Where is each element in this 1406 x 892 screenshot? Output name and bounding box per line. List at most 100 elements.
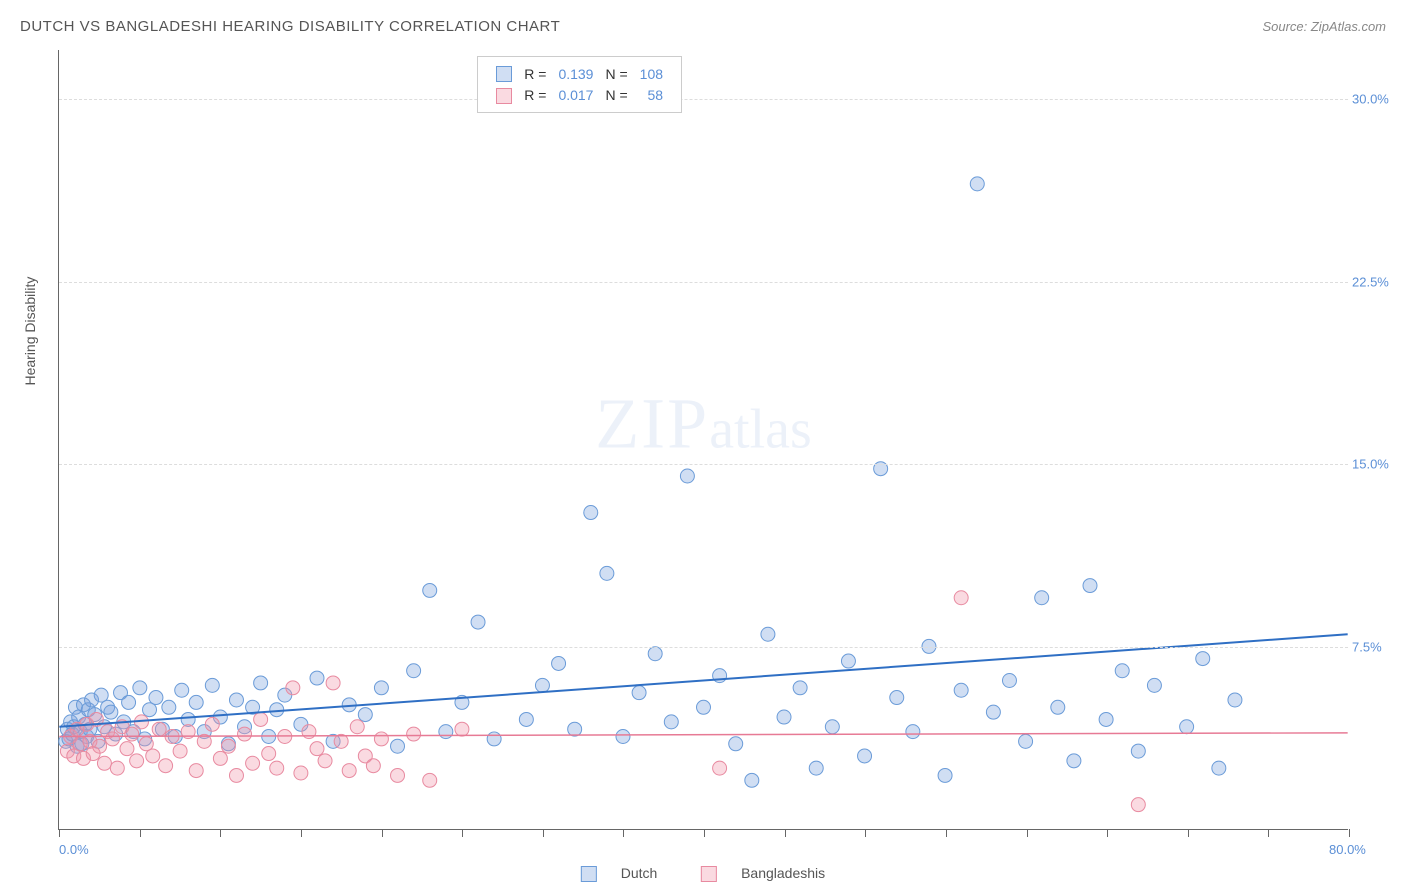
legend-n-label: N =: [599, 63, 633, 84]
data-point: [423, 773, 437, 787]
correlation-legend: R = 0.139 N = 108 R = 0.017 N = 58: [477, 56, 682, 113]
data-point: [270, 703, 284, 717]
data-point: [906, 725, 920, 739]
swatch-dutch: [581, 866, 597, 882]
legend-swatch: [496, 66, 512, 82]
x-tick: [1188, 829, 1189, 837]
x-tick: [543, 829, 544, 837]
data-point: [697, 700, 711, 714]
legend-dutch-label: Dutch: [621, 865, 658, 881]
gridline: [59, 282, 1348, 283]
data-point: [374, 732, 388, 746]
data-point: [1019, 734, 1033, 748]
chart-title: DUTCH VS BANGLADESHI HEARING DISABILITY …: [20, 18, 560, 35]
data-point: [1051, 700, 1065, 714]
data-point: [552, 656, 566, 670]
data-point: [149, 691, 163, 705]
x-tick: [1107, 829, 1108, 837]
data-point: [890, 691, 904, 705]
data-point: [173, 744, 187, 758]
data-point: [213, 751, 227, 765]
data-point: [809, 761, 823, 775]
data-point: [246, 756, 260, 770]
gridline: [59, 99, 1348, 100]
data-point: [970, 177, 984, 191]
legend-bangladeshis-label: Bangladeshis: [741, 865, 825, 881]
data-point: [374, 681, 388, 695]
data-point: [294, 766, 308, 780]
legend-bangladeshis: Bangladeshis: [691, 865, 835, 881]
data-point: [254, 712, 268, 726]
data-point: [761, 627, 775, 641]
y-tick-label: 22.5%: [1352, 274, 1400, 289]
legend-dutch: Dutch: [571, 865, 671, 881]
data-point: [189, 764, 203, 778]
data-point: [713, 761, 727, 775]
data-point: [600, 566, 614, 580]
data-point: [342, 764, 356, 778]
data-point: [1131, 798, 1145, 812]
data-point: [1083, 579, 1097, 593]
x-tick: [704, 829, 705, 837]
data-point: [648, 647, 662, 661]
data-point: [1196, 652, 1210, 666]
gridline: [59, 464, 1348, 465]
data-point: [93, 739, 107, 753]
data-point: [262, 747, 276, 761]
data-point: [152, 722, 166, 736]
legend-swatch: [496, 88, 512, 104]
y-tick-label: 15.0%: [1352, 457, 1400, 472]
data-point: [1212, 761, 1226, 775]
data-point: [938, 768, 952, 782]
data-point: [487, 732, 501, 746]
x-tick: [382, 829, 383, 837]
x-tick: [462, 829, 463, 837]
data-point: [954, 683, 968, 697]
x-tick: [623, 829, 624, 837]
x-tick: [140, 829, 141, 837]
data-point: [680, 469, 694, 483]
data-point: [568, 722, 582, 736]
data-point: [318, 754, 332, 768]
data-point: [162, 700, 176, 714]
data-point: [238, 727, 252, 741]
x-tick: [946, 829, 947, 837]
data-point: [286, 681, 300, 695]
data-point: [1035, 591, 1049, 605]
x-tick: [785, 829, 786, 837]
x-tick: [1268, 829, 1269, 837]
data-point: [130, 754, 144, 768]
data-point: [745, 773, 759, 787]
data-point: [120, 742, 134, 756]
data-point: [1131, 744, 1145, 758]
legend-r-label: R =: [518, 63, 552, 84]
data-point: [986, 705, 1000, 719]
data-point: [125, 727, 139, 741]
gridline: [59, 647, 1348, 648]
data-point: [616, 730, 630, 744]
data-point: [793, 681, 807, 695]
x-tick-label: 0.0%: [59, 842, 89, 857]
data-point: [841, 654, 855, 668]
scatter-svg: [59, 50, 1348, 829]
title-bar: DUTCH VS BANGLADESHI HEARING DISABILITY …: [20, 18, 1386, 35]
data-point: [1228, 693, 1242, 707]
data-point: [104, 705, 118, 719]
data-point: [110, 761, 124, 775]
data-point: [310, 742, 324, 756]
x-tick: [865, 829, 866, 837]
data-point: [205, 717, 219, 731]
data-point: [407, 664, 421, 678]
trend-line: [59, 733, 1347, 737]
data-point: [366, 759, 380, 773]
data-point: [391, 768, 405, 782]
data-point: [471, 615, 485, 629]
data-point: [423, 583, 437, 597]
data-point: [310, 671, 324, 685]
data-point: [632, 686, 646, 700]
data-point: [729, 737, 743, 751]
data-point: [439, 725, 453, 739]
data-point: [146, 749, 160, 763]
data-point: [1180, 720, 1194, 734]
data-point: [825, 720, 839, 734]
